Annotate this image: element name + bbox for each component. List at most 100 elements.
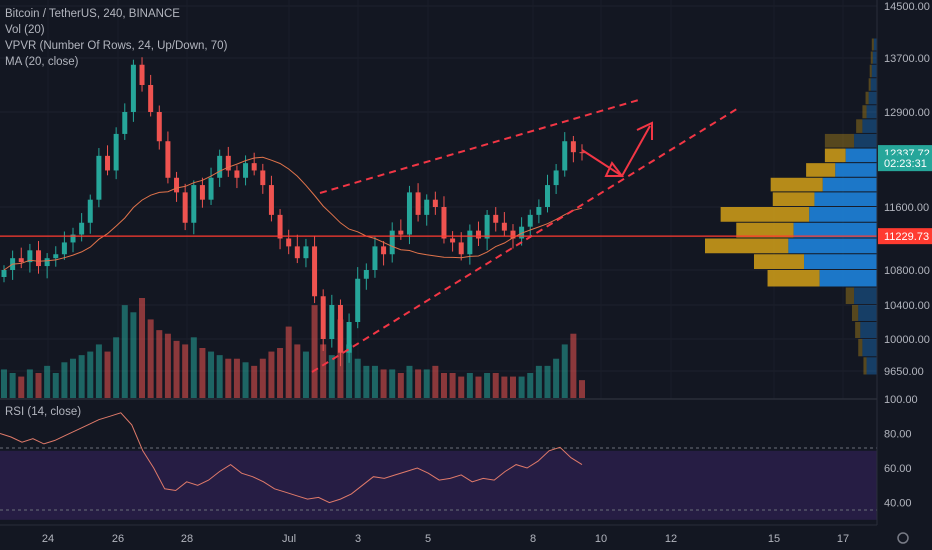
time-tick-label: 17 [837,533,849,545]
candle-body [475,230,481,239]
candle-body [96,155,102,200]
volume-bar [397,373,404,398]
legend-ma[interactable]: MA (20, close) [5,56,79,68]
trend-drawings[interactable] [311,98,741,373]
candle-body [406,192,412,235]
volume-bar [242,362,249,398]
time-tick-label: 24 [42,533,54,545]
gear-icon [897,532,909,544]
volume-bar [389,369,396,398]
candle-body [294,246,300,259]
vpvr-up-segment [854,133,877,148]
vpvr-up-segment [870,78,877,91]
legend-volume[interactable]: Vol (20) [5,24,45,36]
candle-body [432,199,438,207]
candle-body [570,141,576,153]
volume-bar [139,298,146,398]
vpvr-up-segment [860,322,877,338]
volume-bar [406,365,413,398]
vpvr-up-segment [873,38,877,51]
volume-bar [458,376,465,398]
candle-body [562,141,568,171]
volume-bar [311,305,318,398]
candle-body [286,238,292,247]
candle-body [225,155,231,171]
candle-body [544,185,550,207]
price-tick-label: 10400.00 [884,300,930,312]
price-tag-label: 02:23:31 [884,158,927,170]
vpvr-profile [705,38,877,375]
vpvr-down-segment [767,270,820,287]
candle-body [234,170,240,178]
legend-symbol[interactable]: Bitcoin / TetherUS, 240, BINANCE [5,8,180,20]
candle-body [105,155,111,171]
volume-bar [104,351,111,398]
legend-rsi[interactable]: RSI (14, close) [5,406,82,418]
vpvr-up-segment [868,91,877,105]
time-tick-label: 5 [425,533,431,545]
volume-bar [294,344,301,398]
vpvr-up-segment [809,207,877,222]
candle-body [579,152,585,154]
legend-vpvr[interactable]: VPVR (Number Of Rows, 24, Up/Down, 70) [5,40,228,52]
candle-body [389,230,395,255]
candle-body [139,64,145,85]
vpvr-up-segment [793,222,877,238]
candle-body [36,250,42,267]
volume-bar [484,373,491,398]
vpvr-down-segment [824,148,846,163]
volume-bar [466,373,473,398]
time-tick-label: Jul [282,533,296,545]
candle-body [450,238,456,243]
rsi-tick-label: 80.00 [884,429,912,441]
vpvr-down-segment [705,238,789,254]
volume-bar [302,351,309,398]
volume-bar [432,365,439,398]
vpvr-down-segment [736,222,794,238]
price-axis[interactable] [877,0,932,525]
candle-body [122,112,128,134]
time-tick-label: 10 [595,533,607,545]
price-tag-bg [878,155,932,172]
vpvr-up-segment [872,51,877,64]
candle-body [79,222,85,235]
candle-body [372,246,378,270]
volume-bar [52,373,59,398]
volume-bar [492,373,499,398]
vpvr-down-segment [770,177,823,192]
vpvr-down-segment [870,51,873,64]
candle-body [355,278,361,322]
candle-body [18,258,24,263]
time-tick-label: 26 [112,533,124,545]
volume-bar [173,340,180,398]
vpvr-up-segment [866,357,877,375]
rsi-tick-label: 40.00 [884,498,912,510]
candle-body [303,246,309,259]
volume-bar [156,330,163,398]
candle-body [70,234,76,243]
price-tick-label: 12900.00 [884,107,930,119]
price-tag-label: 11229.73 [884,231,929,243]
candle-body [148,85,154,112]
candle-body [458,242,464,255]
vpvr-up-segment [804,254,877,269]
time-axis-ticks: 24 26 28 Jul 3 5 8 10 12 15 17 [42,533,849,545]
rsi-line [0,412,583,504]
candle-body [501,222,507,231]
volume-bar [423,369,430,398]
arrow-down-icon [604,161,625,177]
rsi-band [0,450,877,520]
chart-settings[interactable] [897,532,909,544]
candle-body [27,250,33,263]
vpvr-down-segment [753,254,805,269]
volume-bar [216,355,223,398]
volume-bar [225,358,232,398]
volume-bar [561,344,568,398]
candle-body [174,177,180,193]
volume-bar [182,344,189,398]
vpvr-up-segment [862,119,877,133]
volume-bar [320,344,327,398]
wedge-upper-trendline[interactable] [319,98,643,194]
time-axis[interactable] [0,525,932,550]
